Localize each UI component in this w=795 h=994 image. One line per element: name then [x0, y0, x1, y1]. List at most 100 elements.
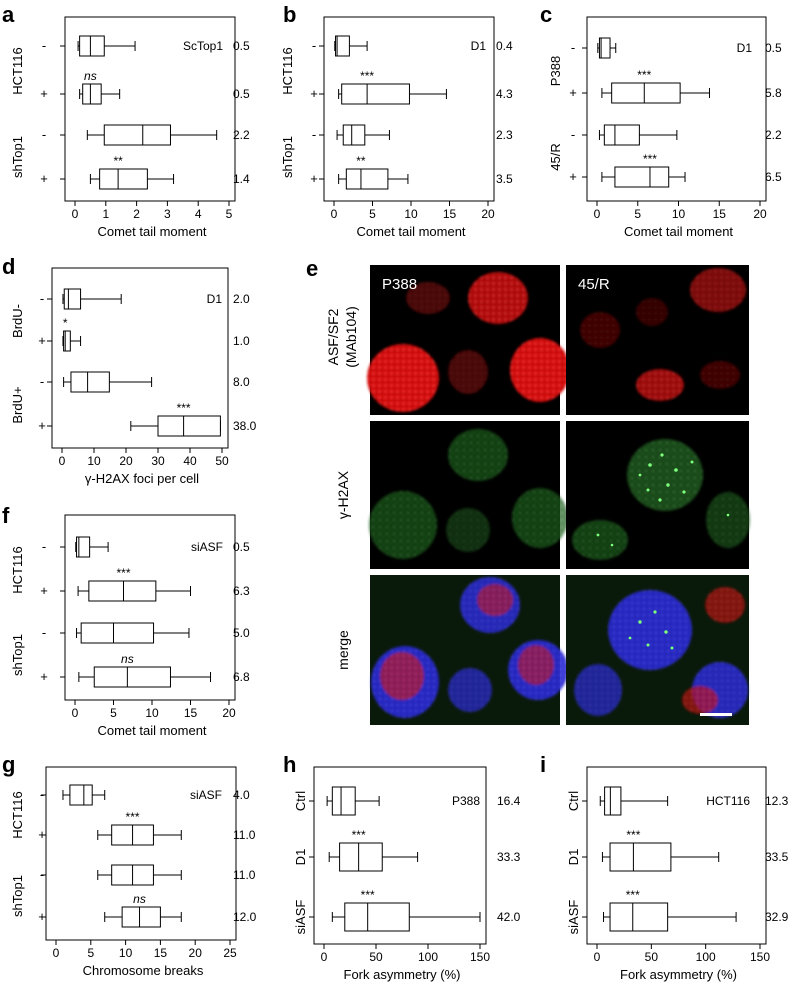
- micrograph-tile-green-45r: [566, 421, 750, 569]
- row-label: D1: [293, 849, 308, 866]
- x-tick-label: 3: [164, 207, 171, 221]
- row-sign: -: [40, 787, 44, 802]
- x-tick-label: 0: [72, 207, 79, 221]
- significance-label: ***: [626, 888, 640, 902]
- group-label: P388: [548, 56, 563, 86]
- x-axis-label: Fork asymmetry (%): [344, 967, 461, 982]
- x-axis-label: Comet tail moment: [97, 224, 206, 239]
- panel-label-g: g: [2, 752, 15, 777]
- row-sign: +: [40, 171, 48, 186]
- x-tick-label: 0: [72, 706, 79, 720]
- median-value-label: 2.2: [765, 128, 782, 142]
- x-tick-label: 100: [696, 950, 716, 964]
- plot-frame: [323, 16, 495, 202]
- x-tick-label: 20: [119, 454, 133, 468]
- row-sign: -: [312, 38, 316, 53]
- box: [335, 35, 350, 57]
- significance-label: ns: [121, 652, 134, 666]
- group-label: shTop1: [10, 136, 25, 178]
- row-sign: +: [310, 86, 318, 101]
- group-label: shTop1: [280, 136, 295, 178]
- x-axis-label: γ-H2AX foci per cell: [85, 471, 199, 486]
- median-value-label: 8.0: [233, 375, 250, 389]
- panel-label-e: e: [306, 256, 318, 281]
- box: [99, 168, 148, 190]
- row-sign: +: [569, 169, 577, 184]
- plot-frame: [586, 16, 767, 202]
- row-sign: -: [40, 374, 44, 389]
- plot-frame: [64, 16, 236, 202]
- box: [79, 35, 105, 57]
- x-tick-label: 150: [470, 950, 490, 964]
- x-tick-label: 50: [645, 950, 659, 964]
- box: [82, 83, 102, 105]
- x-tick-label: 15: [443, 207, 457, 221]
- median-value-label: 0.4: [496, 39, 513, 53]
- group-label: BrdU+: [10, 386, 25, 423]
- chart-title: D1: [207, 292, 223, 306]
- x-tick-label: 0: [53, 946, 60, 960]
- x-tick-label: 100: [418, 950, 438, 964]
- box: [121, 906, 161, 928]
- scale-bar: [700, 713, 732, 716]
- x-tick-label: 2: [133, 207, 140, 221]
- x-tick-label: 10: [87, 454, 101, 468]
- row-sign: +: [38, 909, 46, 924]
- median-value-label: 5.0: [233, 626, 250, 640]
- median-value-label: 33.5: [765, 850, 789, 864]
- chart-title: ScTop1: [183, 39, 223, 53]
- micrograph-tile-red-p388: [367, 265, 570, 415]
- median-value-label: 0.5: [765, 41, 782, 55]
- micrograph-row-label-merge: merge: [335, 630, 351, 670]
- micrograph-col-label-p388: P388: [382, 276, 417, 293]
- x-axis-label: Comet tail moment: [97, 723, 206, 738]
- median-value-label: 1.0: [233, 334, 250, 348]
- row-sign: +: [40, 583, 48, 598]
- row-sign: -: [312, 127, 316, 142]
- row-label: D1: [566, 849, 581, 866]
- x-tick-label: 40: [183, 454, 197, 468]
- significance-label: **: [356, 154, 366, 168]
- significance-label: *: [63, 316, 68, 330]
- x-tick-label: 1: [102, 207, 109, 221]
- x-tick-label: 150: [750, 950, 770, 964]
- row-label: Ctrl: [293, 791, 308, 811]
- row-label: Ctrl: [566, 791, 581, 811]
- panel-label-h: h: [283, 752, 296, 777]
- x-tick-label: 15: [184, 706, 198, 720]
- median-value-label: 5.8: [765, 86, 782, 100]
- box: [614, 166, 670, 188]
- median-value-label: 32.9: [765, 910, 789, 924]
- x-axis-label: Fork asymmetry (%): [620, 967, 737, 982]
- panel-label-d: d: [2, 254, 15, 279]
- box: [63, 288, 82, 310]
- box: [93, 666, 171, 688]
- group-label: HCT116: [10, 47, 25, 94]
- micrograph-row-label-asf-line2: (MAb104): [343, 306, 359, 367]
- x-tick-label: 0: [321, 950, 328, 964]
- micrograph-row-label-h2ax: γ-H2AX: [335, 470, 351, 519]
- box: [598, 37, 611, 59]
- panel-label-f: f: [2, 503, 10, 528]
- panel-label-i: i: [540, 752, 546, 777]
- chart-title: HCT116: [706, 794, 750, 808]
- box: [611, 82, 681, 104]
- x-tick-label: 25: [223, 946, 237, 960]
- x-tick-label: 5: [87, 946, 94, 960]
- chart-panel-f: f siASF 0 5 10 15 20 Comet tail moment HCT116 shT…: [2, 503, 250, 738]
- row-sign: +: [40, 86, 48, 101]
- box: [70, 371, 110, 393]
- x-axis-label: Comet tail moment: [356, 224, 465, 239]
- median-value-label: 38.0: [233, 419, 257, 433]
- chart-panel-g: g siASF 0 5 10 15 20 25 Chromosome breaks HCT116 s…: [2, 752, 257, 978]
- x-tick-label: 20: [481, 207, 495, 221]
- row-sign: -: [42, 625, 46, 640]
- significance-label: ***: [126, 810, 140, 824]
- median-value-label: 6.8: [233, 670, 250, 684]
- row-sign: -: [571, 40, 575, 55]
- row-sign: +: [40, 669, 48, 684]
- plot-frame: [45, 766, 237, 941]
- median-value-label: 6.5: [765, 170, 782, 184]
